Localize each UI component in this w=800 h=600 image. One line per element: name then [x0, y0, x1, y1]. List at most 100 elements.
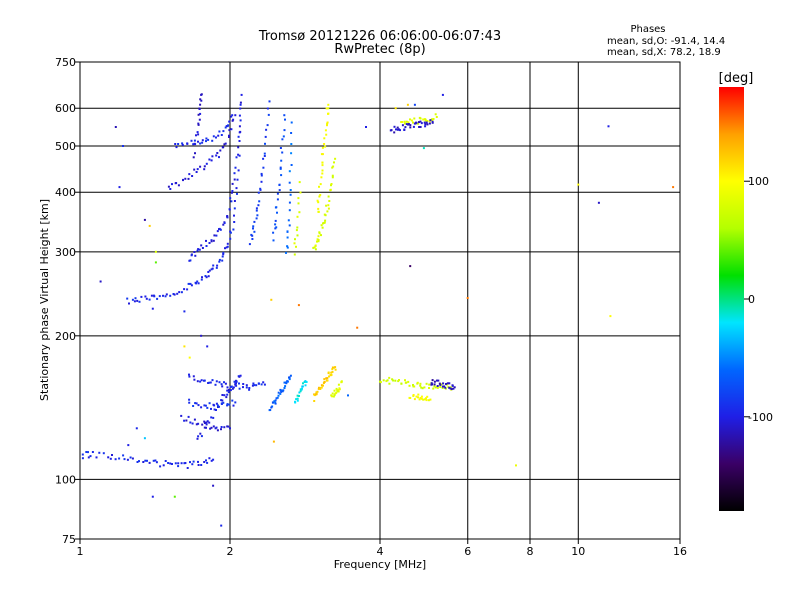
- data-point: [200, 93, 203, 96]
- data-point: [444, 386, 447, 389]
- data-point: [260, 172, 263, 175]
- data-point: [216, 429, 219, 432]
- data-point: [81, 453, 84, 456]
- data-point: [407, 121, 410, 124]
- data-point: [294, 238, 296, 241]
- data-point: [313, 246, 316, 249]
- data-point: [260, 174, 263, 177]
- data-point: [327, 204, 330, 207]
- data-point: [207, 275, 210, 278]
- data-point: [403, 120, 406, 123]
- data-point: [413, 117, 416, 120]
- data-point: [200, 406, 203, 409]
- data-point: [194, 143, 197, 146]
- data-point: [337, 383, 340, 386]
- data-point: [87, 456, 90, 459]
- data-point: [297, 202, 300, 205]
- y-tick-label: 100: [55, 473, 76, 486]
- data-point: [418, 116, 421, 119]
- data-point: [188, 401, 191, 404]
- data-point: [152, 459, 155, 462]
- data-point: [324, 129, 327, 132]
- data-point: [321, 172, 324, 175]
- data-point: [321, 146, 324, 149]
- data-point: [212, 458, 215, 461]
- data-point: [429, 398, 432, 401]
- data-point: [238, 140, 241, 142]
- data-point: [190, 139, 193, 142]
- data-point: [266, 107, 269, 110]
- data-point: [229, 389, 232, 392]
- data-point: [285, 381, 288, 384]
- data-point: [424, 123, 427, 126]
- data-point: [298, 181, 301, 184]
- data-point: [197, 404, 200, 407]
- data-point: [154, 459, 157, 462]
- data-point: [153, 295, 156, 298]
- data-point: [272, 440, 275, 443]
- data-point: [427, 399, 430, 402]
- data-point: [257, 382, 260, 385]
- data-point: [192, 375, 195, 378]
- data-point: [155, 461, 158, 464]
- data-point: [281, 138, 284, 141]
- data-point: [439, 383, 442, 386]
- data-point: [167, 185, 170, 188]
- data-point: [196, 249, 199, 252]
- data-point: [135, 427, 138, 430]
- data-point: [278, 189, 281, 192]
- data-point: [148, 224, 151, 227]
- data-point: [238, 114, 241, 117]
- data-point: [215, 426, 218, 429]
- data-point: [208, 242, 211, 244]
- data-point: [177, 462, 180, 465]
- data-point: [283, 114, 286, 117]
- data-point: [417, 393, 420, 396]
- data-point: [190, 284, 193, 287]
- data-point: [431, 383, 434, 386]
- data-point: [200, 464, 203, 466]
- data-point: [232, 386, 235, 389]
- data-point: [312, 246, 315, 249]
- data-point: [177, 465, 180, 468]
- data-point: [331, 174, 334, 177]
- data-point: [128, 302, 130, 305]
- data-point: [420, 122, 423, 125]
- data-point: [129, 456, 132, 459]
- data-point: [452, 387, 455, 390]
- data-point: [290, 121, 293, 124]
- data-points: [81, 93, 675, 527]
- data-point: [333, 161, 335, 164]
- data-point: [211, 155, 214, 158]
- data-point: [223, 426, 226, 429]
- data-point: [318, 232, 321, 235]
- data-point: [317, 207, 320, 210]
- data-point: [296, 234, 299, 237]
- data-point: [321, 161, 324, 164]
- data-point: [388, 376, 391, 379]
- data-point: [200, 379, 203, 382]
- data-point: [218, 258, 221, 261]
- data-point: [197, 435, 200, 438]
- data-point: [433, 383, 436, 386]
- data-point: [356, 326, 359, 329]
- data-point: [194, 254, 197, 257]
- data-point: [323, 143, 326, 145]
- data-point: [146, 459, 148, 462]
- data-point: [210, 426, 213, 429]
- data-point: [314, 248, 317, 251]
- data-point: [235, 382, 237, 385]
- data-point: [428, 122, 431, 125]
- data-point: [224, 247, 226, 250]
- data-point: [156, 297, 159, 300]
- data-point: [215, 136, 217, 139]
- data-point: [420, 386, 423, 389]
- data-point: [199, 103, 202, 106]
- data-point: [409, 397, 412, 399]
- data-point: [218, 381, 221, 384]
- data-point: [194, 402, 197, 405]
- data-point: [239, 103, 242, 106]
- data-point: [274, 399, 277, 402]
- data-point: [299, 191, 302, 194]
- data-point: [212, 484, 215, 487]
